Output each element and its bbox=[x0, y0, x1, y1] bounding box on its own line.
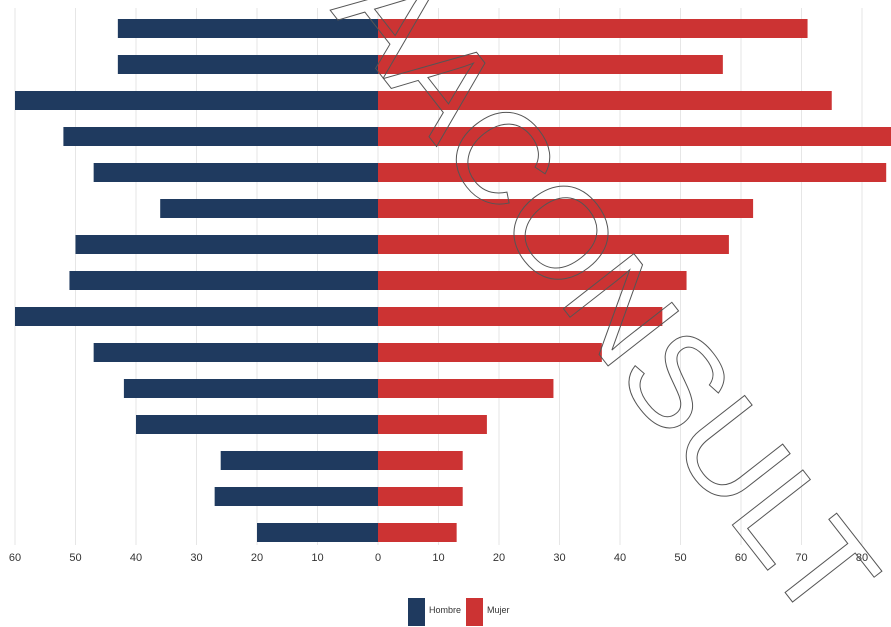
x-tick-label: 10 bbox=[311, 552, 323, 564]
x-tick-label: 60 bbox=[9, 552, 21, 564]
bar-mujer bbox=[378, 55, 723, 74]
bar-mujer bbox=[378, 127, 891, 146]
x-tick-label: 80 bbox=[856, 552, 868, 564]
x-tick-label: 20 bbox=[493, 552, 505, 564]
legend-label: Hombre bbox=[429, 605, 461, 615]
bar-mujer bbox=[378, 451, 463, 470]
legend-label: Mujer bbox=[487, 605, 510, 615]
x-tick-label: 20 bbox=[251, 552, 263, 564]
bar-mujer bbox=[378, 307, 663, 326]
x-tick-label: 40 bbox=[614, 552, 626, 564]
bar-hombre bbox=[220, 451, 378, 470]
bar-mujer bbox=[378, 487, 463, 506]
x-tick-label: 60 bbox=[735, 552, 747, 564]
bar-mujer bbox=[378, 343, 602, 362]
x-tick-label: 40 bbox=[130, 552, 142, 564]
bar-hombre bbox=[15, 307, 378, 326]
bar-hombre bbox=[15, 91, 378, 110]
bar-hombre bbox=[160, 199, 378, 218]
bar-mujer bbox=[378, 91, 832, 110]
bar-hombre bbox=[136, 415, 378, 434]
bar-hombre bbox=[117, 55, 378, 74]
bar-mujer bbox=[378, 271, 687, 290]
bar-hombre bbox=[214, 487, 378, 506]
bar-hombre bbox=[117, 19, 378, 38]
x-tick-label: 50 bbox=[69, 552, 81, 564]
x-tick-label: 0 bbox=[375, 552, 381, 564]
legend-swatch bbox=[408, 598, 425, 626]
x-axis-ticks: 60 50 40 30 20 10 0 10 20 30 40 50 60 70 80 bbox=[9, 552, 868, 564]
legend-swatch bbox=[466, 598, 483, 626]
bar-hombre bbox=[257, 523, 378, 542]
bar-hombre bbox=[123, 379, 379, 398]
bar-mujer bbox=[378, 19, 808, 38]
bar-mujer bbox=[378, 199, 754, 218]
x-tick-label: 50 bbox=[674, 552, 686, 564]
bar-hombre bbox=[75, 235, 378, 254]
bar-hombre bbox=[63, 127, 379, 146]
x-tick-label: 70 bbox=[795, 552, 807, 564]
bar-hombre bbox=[69, 271, 378, 290]
bar-mujer bbox=[378, 415, 487, 434]
bar-mujer bbox=[378, 163, 887, 182]
bar-mujer bbox=[378, 379, 554, 398]
x-tick-label: 30 bbox=[190, 552, 202, 564]
bar-hombre bbox=[93, 163, 379, 182]
bars bbox=[15, 19, 891, 542]
x-tick-label: 30 bbox=[553, 552, 565, 564]
x-tick-label: 10 bbox=[432, 552, 444, 564]
bar-mujer bbox=[378, 235, 729, 254]
bar-mujer bbox=[378, 523, 457, 542]
legend: Hombre Mujer bbox=[408, 598, 510, 626]
bar-hombre bbox=[93, 343, 379, 362]
